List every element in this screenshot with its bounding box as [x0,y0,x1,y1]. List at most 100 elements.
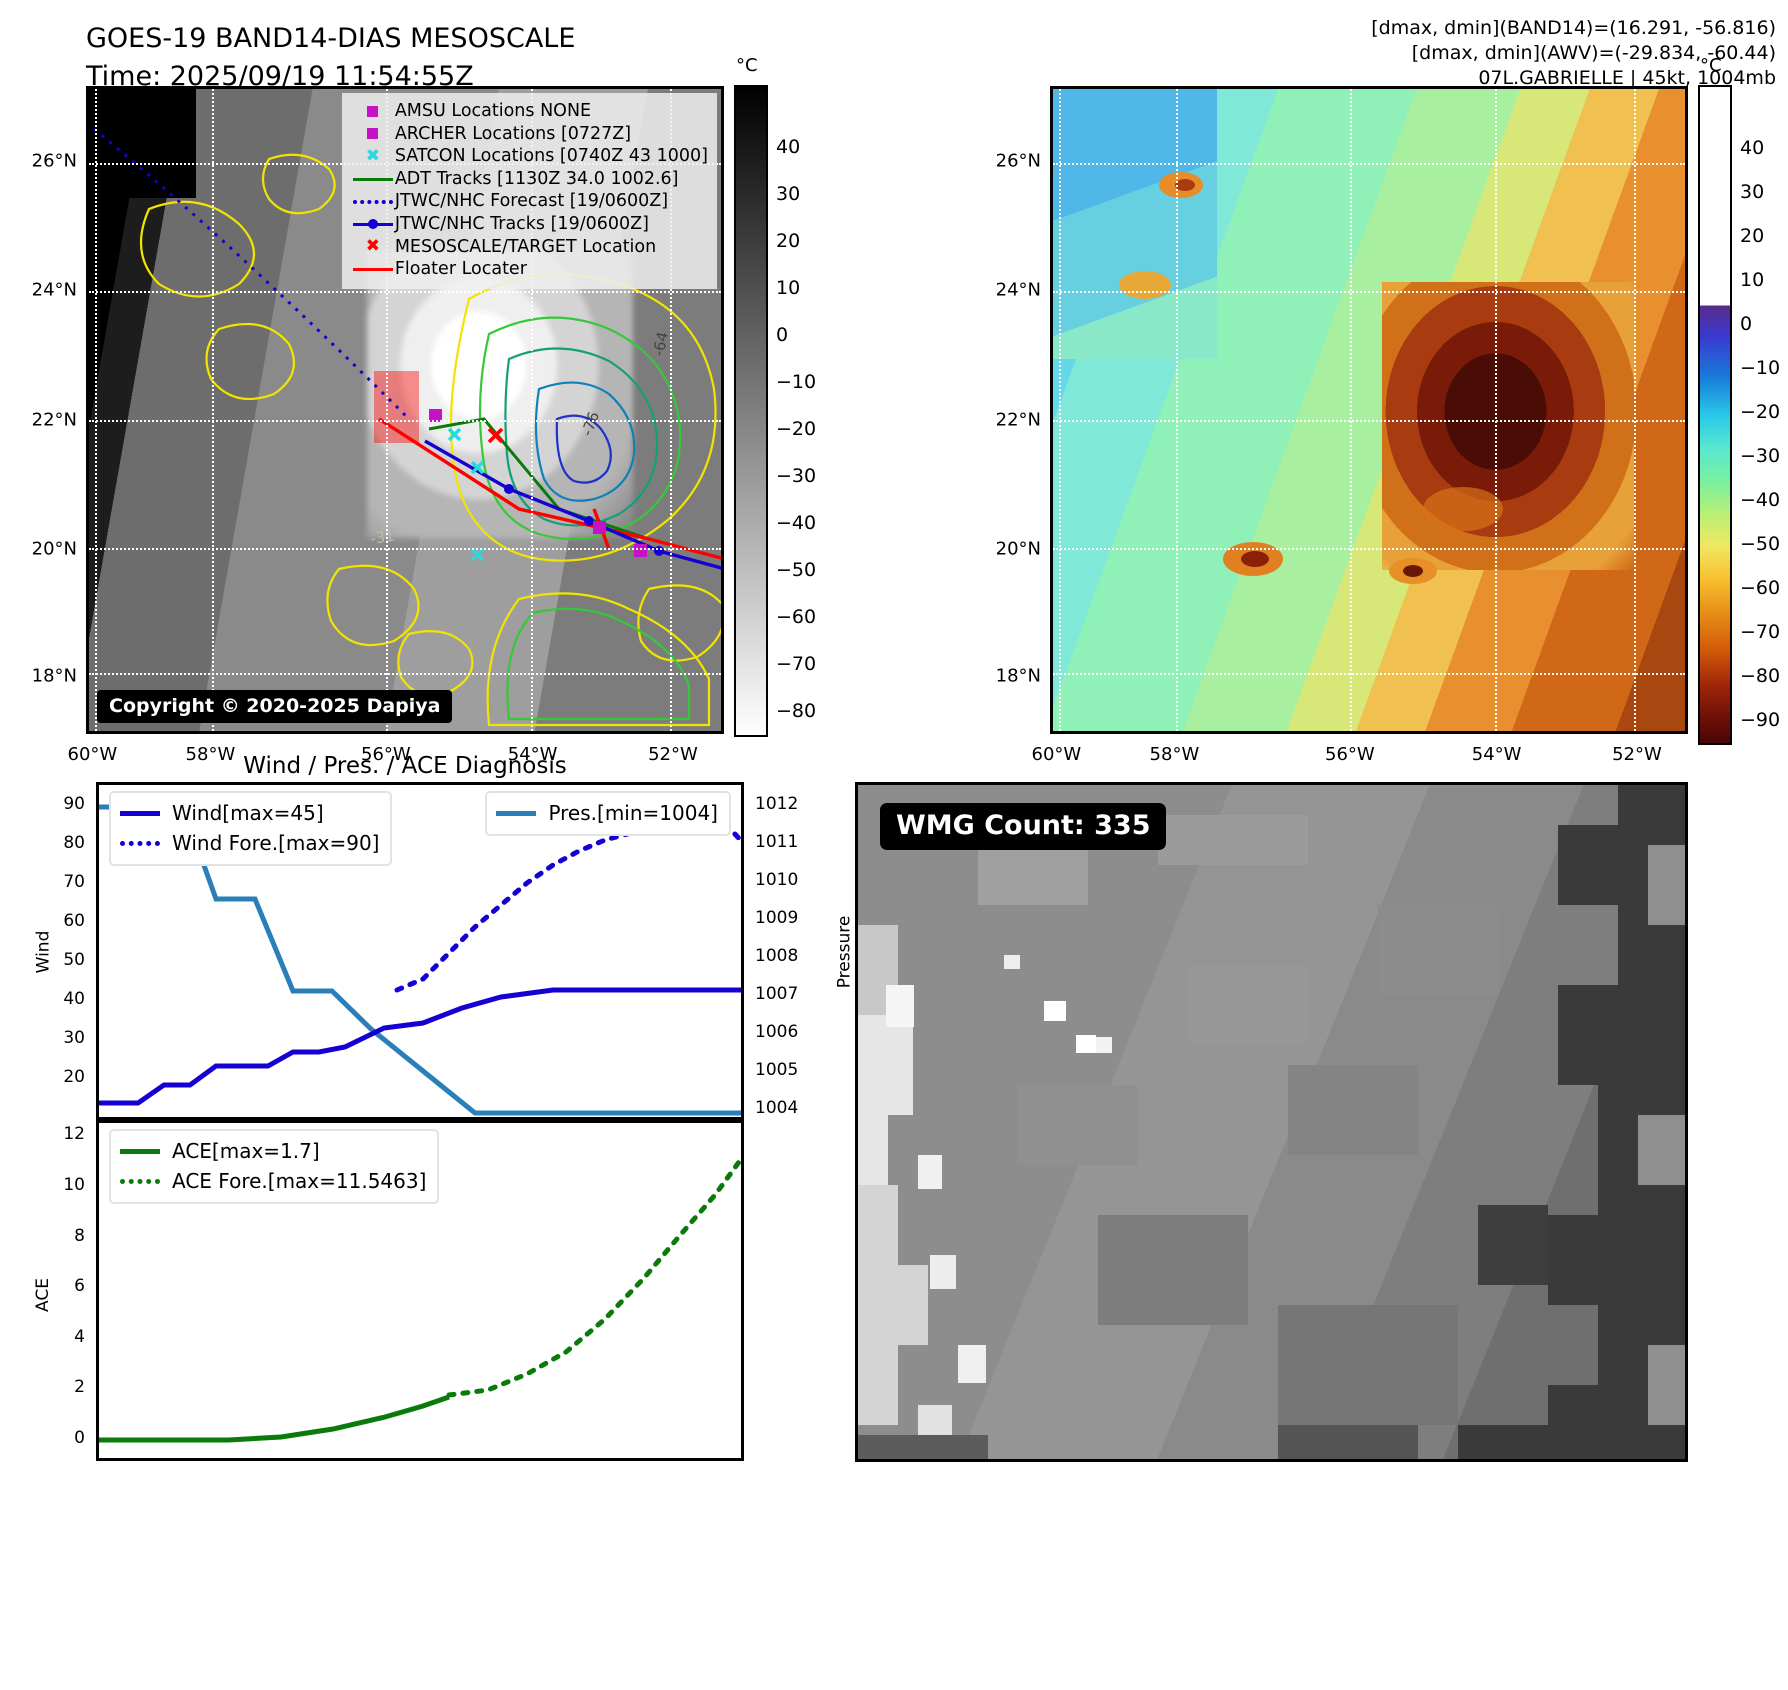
dotted-line-icon [351,199,395,204]
solid-line-icon [351,177,395,181]
solid-line-icon [351,267,395,271]
contour-label: -64 [649,330,672,358]
lat-tick: 18°N [995,665,1041,687]
colorbar-gradient [1698,85,1732,745]
awv-color-map[interactable] [1050,86,1688,734]
grid-lat-20 [89,548,721,551]
legend-item-satcon: ✖ SATCON Locations [0740Z 43 1000] [351,145,708,168]
pressure-chart-legend: Pres.[min=1004] [485,791,731,836]
pressure-ytick: 1006 [755,1022,799,1042]
legend-label: AMSU Locations NONE [394,101,592,121]
wind-ytick: 60 [63,911,85,931]
dotted-line-icon [120,1178,172,1184]
solid-line-icon [120,1148,172,1154]
legend-label: ACE Fore.[max=11.5463] [172,1169,427,1193]
awv-features [1119,172,1503,584]
ir-grayscale-map[interactable]: -64 -76 -31 [86,86,724,734]
wind-pressure-chart[interactable]: Wind[max=45] Wind Fore.[max=90] Pres.[mi… [96,782,744,1120]
grid-lat-22 [89,419,721,422]
wind-ytick: 20 [63,1067,85,1087]
grid-lon-52 [670,89,673,731]
legend-label: Floater Locater [394,259,527,280]
colorbar-tick: 20 [1740,225,1765,247]
wind-ytick: 70 [63,872,85,892]
legend-label: ARCHER Locations [0727Z] [394,123,632,144]
colorbar-tick: 40 [776,136,801,158]
colorbar-tick: −50 [1740,533,1781,555]
colorbar-tick: −60 [1740,577,1781,599]
grid-lon-52 [1634,89,1637,731]
colorbar-tick: −70 [1740,621,1781,643]
lat-tick: 26°N [995,150,1041,172]
grid-lat-22 [1053,419,1685,422]
ace-chart[interactable]: ACE[max=1.7] ACE Fore.[max=11.5463] [96,1120,744,1461]
ace-ytick: 12 [63,1124,85,1144]
colorbar-grayscale: °C 40 30 20 10 0 −10 −20 −30 −40 −50 −60… [734,55,854,745]
contour-label: -31 [369,527,396,548]
page-title: GOES-19 BAND14-DIAS MESOSCALE Time: 2025/… [86,20,575,96]
header-info: [dmax, dmin](BAND14)=(16.291, -56.816) [… [1371,16,1776,91]
colorbar-tick: 30 [776,183,801,205]
colorbar-tick: −40 [1740,489,1781,511]
lon-tick: 58°W [185,744,236,765]
ace-ytick: 8 [74,1226,85,1246]
colorbar-tick: −10 [1740,357,1781,379]
charts-title: Wind / Pres. / ACE Diagnosis [243,753,567,779]
legend-item-archer: ARCHER Locations [0727Z] [351,123,708,146]
legend-item-mesoscale-target: ✖ MESOSCALE/TARGET Location [351,236,708,259]
grid-lat-20 [1053,548,1685,551]
grid-lat-24 [1053,291,1685,294]
legend-item-jtwc-tracks: JTWC/NHC Tracks [19/0600Z] [351,213,708,236]
solid-line-icon [120,810,172,816]
wind-ytick: 90 [63,794,85,814]
wind-ytick: 30 [63,1028,85,1048]
lat-tick: 22°N [31,409,77,431]
legend-item-pressure: Pres.[min=1004] [496,798,718,828]
legend-label: ADT Tracks [1130Z 34.0 1002.6] [394,168,679,189]
wmg-pixel-map[interactable]: WMG Count: 335 [855,782,1688,1462]
ace-ytick: 2 [74,1377,85,1397]
legend-label: Pres.[min=1004] [548,801,718,825]
ace-ytick: 4 [74,1327,85,1347]
lat-tick: 24°N [31,279,77,301]
grid-lon-56 [386,89,389,731]
ir-dark-corner [89,89,197,199]
x-marker-icon: ✖ [365,236,380,257]
wind-ytick: 40 [63,989,85,1009]
pressure-ytick: 1012 [755,794,799,814]
ir-cloud-mass [367,249,633,539]
pressure-ytick: 1010 [755,870,799,890]
square-marker-icon [351,105,395,117]
line-with-marker-icon [351,219,395,230]
colorbar-tick: −30 [776,465,817,487]
grid-lon-58 [1176,89,1179,731]
grid-lat-26 [1053,162,1685,165]
awv-cool-region [1053,89,1218,359]
wind-ytick: 50 [63,950,85,970]
colorbar-tick: 0 [776,324,789,346]
pressure-ytick: 1005 [755,1060,799,1080]
legend-item-amsu: AMSU Locations NONE [351,100,708,123]
pressure-ytick: 1007 [755,984,799,1004]
ace-ytick: 10 [63,1175,85,1195]
legend-label: MESOSCALE/TARGET Location [394,236,657,257]
lon-tick: 54°W [1471,744,1522,765]
lat-tick: 22°N [995,409,1041,431]
colorbar-tick: 40 [1740,137,1765,159]
colorbar-tick: −10 [776,371,817,393]
colorbar-tick: −80 [1740,665,1781,687]
copyright-notice: Copyright © 2020-2025 Dapiya [97,690,453,723]
lat-tick: 18°N [31,665,77,687]
colorbar-tick: −40 [776,512,817,534]
lon-tick: 60°W [1031,744,1082,765]
map-legend: AMSU Locations NONE ARCHER Locations [07… [341,93,717,289]
x-marker-icon: ✖ [365,145,380,166]
pressure-ytick: 1011 [755,832,799,852]
legend-item-ace: ACE[max=1.7] [120,1136,426,1166]
colorbar-tick: −90 [1740,709,1781,731]
colorbar-tick: −30 [1740,445,1781,467]
wmg-count-badge: WMG Count: 335 [880,803,1167,850]
ace-axis-title: ACE [32,1278,53,1312]
legend-item-ace-forecast: ACE Fore.[max=11.5463] [120,1166,426,1196]
square-marker-icon [351,128,395,140]
